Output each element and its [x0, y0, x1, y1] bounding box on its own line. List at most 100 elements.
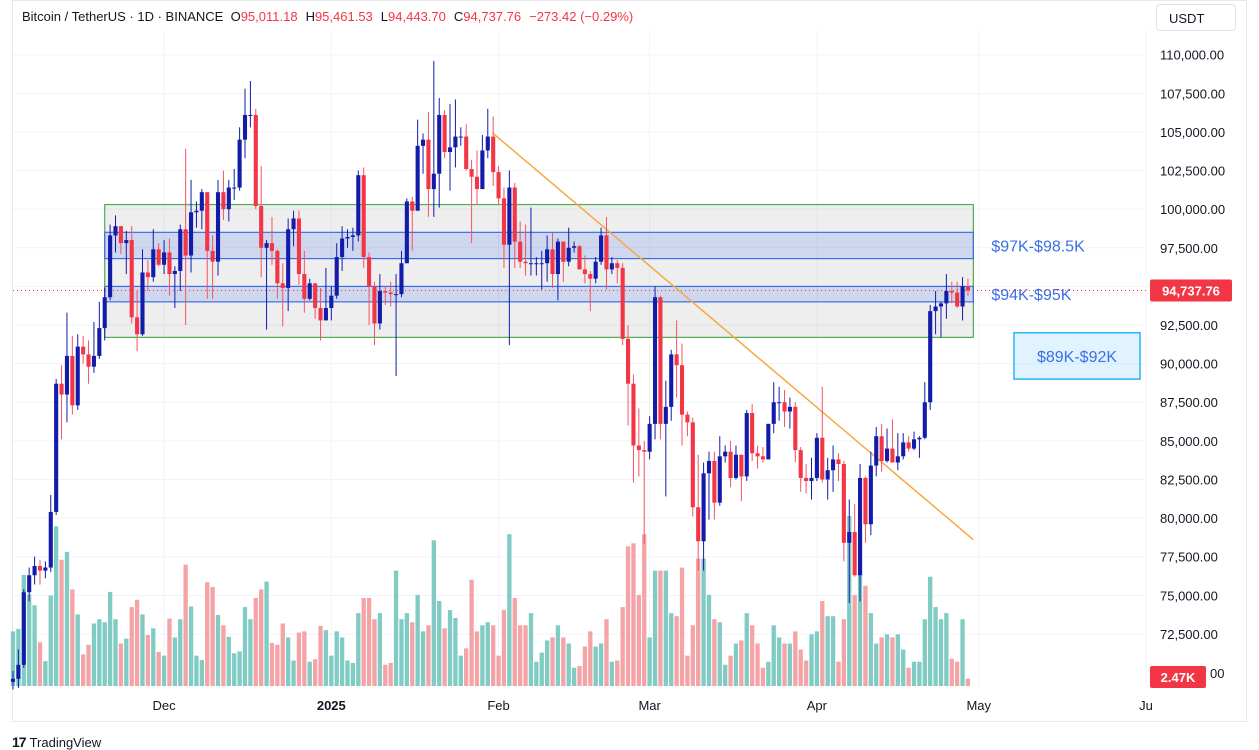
candle: [739, 454, 744, 502]
volume-bar: [701, 558, 706, 686]
volume-bar: [48, 595, 53, 686]
y-tick-label: 80,000.00: [1160, 511, 1218, 526]
volume-bar: [124, 638, 129, 686]
volume-bar: [793, 631, 798, 686]
candle: [162, 240, 167, 275]
candle-body: [367, 257, 372, 287]
candle: [410, 196, 415, 251]
volume-bar: [938, 619, 944, 686]
zone-box-label: $89K-$92K: [1037, 349, 1117, 366]
volume-bar: [960, 619, 965, 686]
candle-body: [178, 229, 183, 271]
candle-body: [485, 136, 490, 151]
volume-bar: [86, 644, 91, 686]
candle-body: [572, 246, 577, 248]
candle: [874, 426, 879, 477]
candle: [447, 104, 453, 191]
candle: [949, 281, 954, 304]
volume-axis-label: 00: [1210, 666, 1224, 681]
candle-body: [151, 249, 156, 278]
candle: [350, 227, 355, 251]
candle-body: [280, 283, 285, 288]
candle-body: [895, 456, 900, 463]
tradingview-footer[interactable]: 17 TradingView: [12, 734, 101, 750]
candle-body: [841, 464, 846, 543]
candle-body: [858, 477, 863, 576]
candle-body: [431, 173, 436, 190]
volume-bar: [491, 625, 496, 686]
candle-body: [674, 354, 679, 366]
candle-body: [938, 303, 944, 307]
candle: [248, 80, 253, 128]
candle: [955, 281, 960, 309]
volume-bar: [501, 610, 507, 686]
candle: [642, 440, 647, 545]
volume-bar: [636, 594, 642, 686]
candle: [814, 433, 819, 482]
candle: [356, 170, 361, 242]
symbol-header: Bitcoin / TetherUS · 1D · BINANCE O95,01…: [22, 9, 641, 24]
volume-bar: [949, 658, 954, 686]
candle: [663, 380, 668, 497]
candle-body: [91, 355, 96, 367]
volume-bar: [178, 619, 183, 686]
candle: [674, 320, 679, 398]
volume-bar: [232, 653, 237, 686]
candle-body: [663, 406, 668, 424]
candle: [507, 170, 512, 346]
candle-body: [955, 292, 960, 307]
candle-body: [933, 306, 938, 312]
candle-body: [48, 511, 53, 568]
volume-bar: [366, 597, 372, 686]
volume-bar: [485, 622, 490, 686]
candle-body: [345, 236, 350, 239]
candle: [771, 382, 776, 434]
volume-bar: [242, 607, 248, 686]
candle: [453, 99, 458, 168]
volume-bar: [625, 546, 631, 686]
candle: [480, 135, 485, 190]
zone-band: [104, 285, 974, 303]
candle: [750, 403, 755, 461]
candle: [10, 671, 16, 690]
candle-body: [636, 445, 641, 451]
candle: [178, 224, 183, 292]
volume-bar: [269, 642, 275, 686]
volume-bar: [70, 589, 75, 686]
candle: [669, 349, 674, 421]
volume-bar: [458, 655, 463, 686]
candle-body: [814, 437, 819, 478]
candle: [631, 374, 636, 483]
volume-bar: [496, 655, 501, 686]
candle: [81, 335, 86, 364]
candle-body: [566, 247, 571, 262]
candle-body: [798, 450, 803, 478]
volume-bar: [399, 619, 404, 686]
candle-body: [167, 252, 172, 275]
volume-bar: [760, 667, 766, 686]
volume-bar: [404, 613, 410, 686]
volume-bar: [264, 581, 269, 686]
candle: [647, 416, 652, 460]
volume-bar: [334, 631, 339, 686]
candle: [545, 235, 550, 282]
candle: [820, 386, 825, 483]
candle: [960, 277, 965, 321]
candle-body: [906, 442, 911, 449]
volume-bar: [620, 607, 625, 686]
volume-bar: [167, 618, 172, 686]
candle-body: [706, 460, 712, 474]
volume-bar: [512, 597, 517, 686]
candle-body: [340, 238, 345, 258]
candle: [399, 250, 404, 298]
y-tick-label: 72,500.00: [1160, 627, 1218, 642]
candle-body: [108, 235, 113, 298]
candle-body: [307, 283, 312, 299]
volume-bar: [717, 622, 722, 686]
candle-body: [43, 567, 48, 571]
volume-bar: [307, 661, 312, 686]
candle: [911, 431, 917, 451]
candle: [755, 445, 760, 469]
currency-button[interactable]: USDT: [1156, 4, 1236, 31]
